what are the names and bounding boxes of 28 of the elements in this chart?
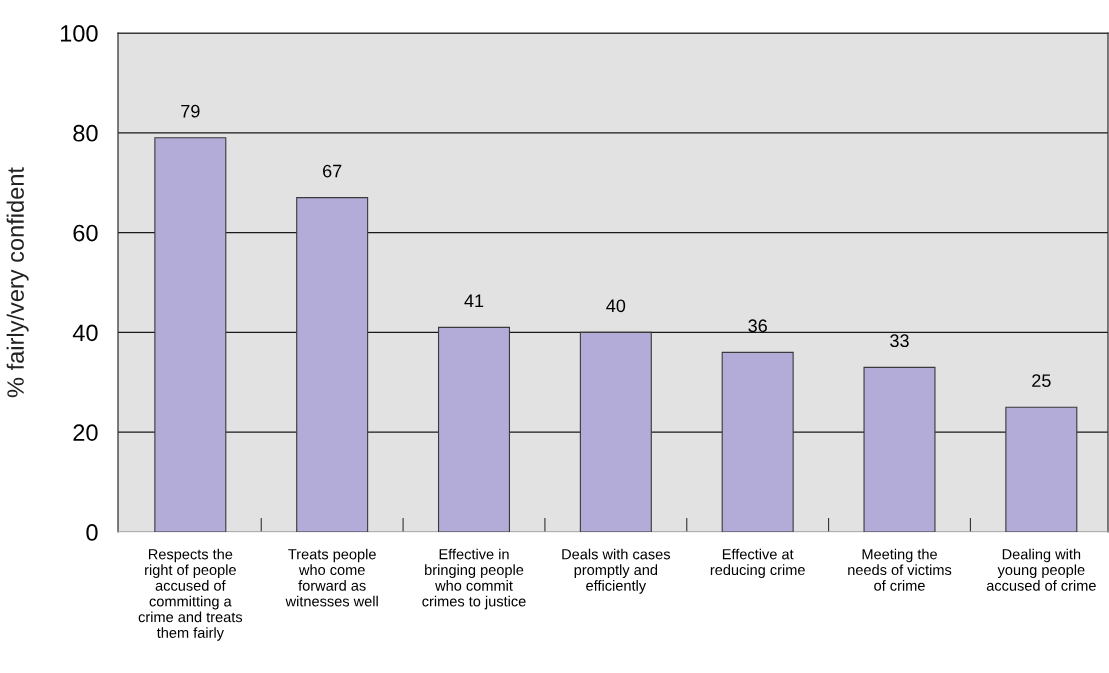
- bar: [863, 366, 936, 532]
- bar: [296, 197, 369, 532]
- bar: [1005, 406, 1078, 532]
- y-tick-label: 0: [86, 524, 98, 541]
- bar: [579, 331, 652, 532]
- x-tick-label: Meeting the needs of victims of crime: [848, 548, 952, 591]
- y-tick-label: 40: [72, 324, 98, 342]
- data-label: 79: [181, 104, 200, 118]
- y-tick-label: 60: [73, 224, 98, 242]
- data-label: 40: [606, 299, 626, 313]
- y-axis-title: % fairly/very confident: [6, 167, 29, 398]
- y-tick-label: 80: [73, 124, 98, 142]
- x-tick-label: Effective at reducing crime: [710, 548, 805, 578]
- data-label: 41: [464, 294, 484, 307]
- data-label: 67: [323, 164, 342, 178]
- data-label: 36: [748, 319, 767, 333]
- x-tick-label: Dealing with young people accused of crime: [986, 548, 1096, 591]
- y-tick-label: 100: [60, 25, 98, 42]
- bar: [437, 326, 511, 532]
- data-label: 25: [1032, 374, 1051, 388]
- x-tick-label: Deals with cases promptly and efficiently: [562, 548, 671, 594]
- x-tick-label: Treats people who come forward as witnesses well: [285, 548, 378, 607]
- data-label: 33: [890, 334, 909, 348]
- bar: [721, 351, 794, 532]
- x-tick-label: Respects the right of people accused of committing a crime and treats them fairly: [138, 548, 243, 641]
- y-tick-label: 20: [73, 424, 98, 441]
- x-tick-label: Effective in bringing people who commit crimes to justice: [422, 548, 526, 610]
- bar: [154, 137, 227, 532]
